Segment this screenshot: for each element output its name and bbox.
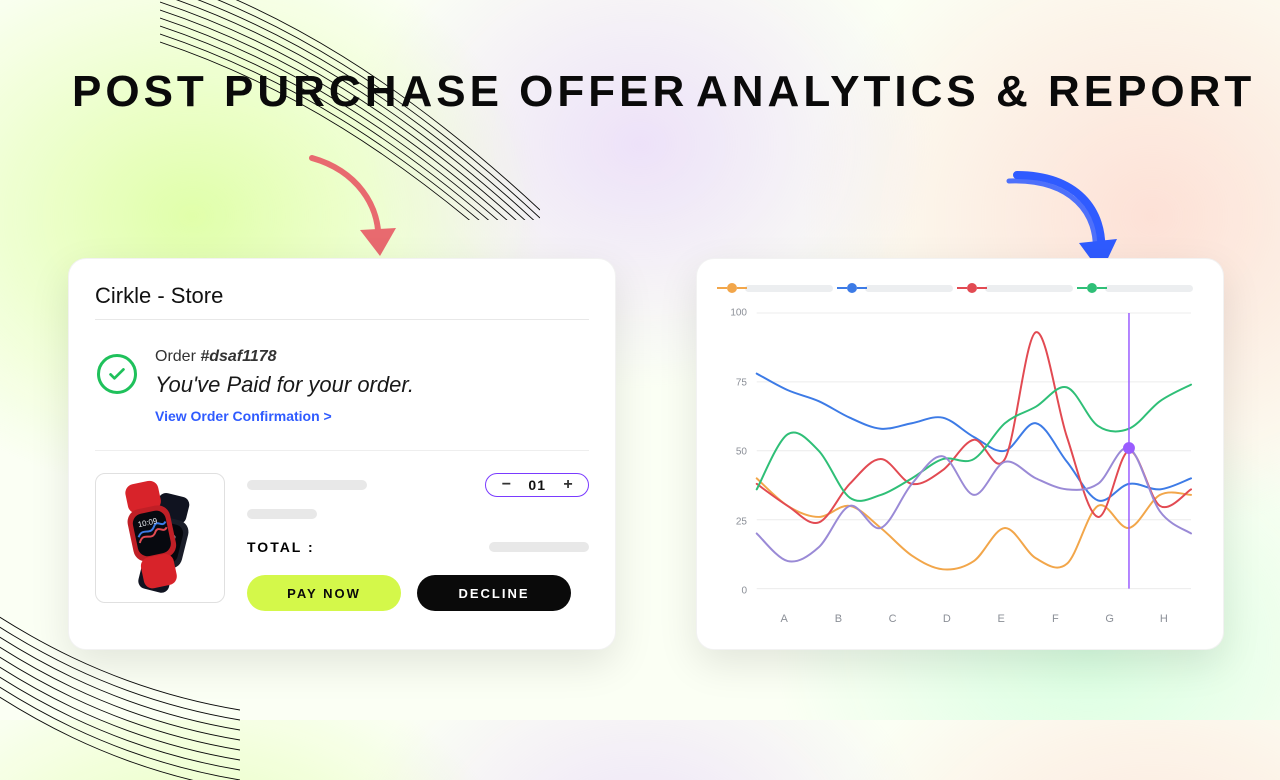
- analytics-chart: 0255075100 ABCDEFGH: [723, 307, 1197, 597]
- chart-legend: [723, 283, 1197, 293]
- heading-post-purchase: POST PURCHASE OFFER: [72, 64, 688, 119]
- legend-bar: [985, 285, 1073, 292]
- legend-item-blue: [847, 283, 953, 293]
- check-icon: [97, 354, 137, 394]
- pay-now-button[interactable]: PAY NOW: [247, 575, 401, 611]
- heading-analytics: ANALYTICS & REPORT: [696, 64, 1255, 119]
- decline-button[interactable]: DECLINE: [417, 575, 571, 611]
- legend-item-red: [967, 283, 1073, 293]
- order-prefix: Order: [155, 348, 200, 365]
- qty-plus-button[interactable]: +: [560, 477, 576, 493]
- paid-message: You've Paid for your order.: [155, 372, 414, 398]
- divider: [95, 319, 589, 320]
- placeholder-line: [489, 542, 589, 552]
- view-confirmation-link[interactable]: View Order Confirmation >: [155, 408, 414, 424]
- store-title: Cirkle - Store: [95, 283, 589, 309]
- analytics-card: 0255075100 ABCDEFGH: [696, 258, 1224, 650]
- product-thumbnail: 10:09 10:09: [95, 473, 225, 603]
- qty-value: 01: [528, 477, 546, 493]
- x-axis-tick: H: [1137, 613, 1191, 625]
- x-axis-tick: C: [866, 613, 920, 625]
- legend-bar: [865, 285, 953, 292]
- legend-item-green: [1087, 283, 1193, 293]
- placeholder-line: [247, 509, 317, 519]
- x-axis-tick: B: [811, 613, 865, 625]
- legend-dot-icon: [847, 283, 857, 293]
- legend-dot-icon: [967, 283, 977, 293]
- arrow-red: [300, 150, 410, 265]
- legend-dot-icon: [1087, 283, 1097, 293]
- x-axis-tick: G: [1083, 613, 1137, 625]
- order-label: Order #dsaf1178: [155, 348, 414, 366]
- quantity-stepper[interactable]: − 01 +: [485, 473, 589, 497]
- order-id: #dsaf1178: [200, 348, 276, 365]
- x-axis-tick: E: [974, 613, 1028, 625]
- legend-bar: [745, 285, 833, 292]
- x-axis-tick: D: [920, 613, 974, 625]
- x-axis-tick: A: [757, 613, 811, 625]
- qty-minus-button[interactable]: −: [498, 477, 514, 493]
- placeholder-line: [247, 480, 367, 490]
- legend-item-orange: [727, 283, 833, 293]
- x-axis-tick: F: [1028, 613, 1082, 625]
- post-purchase-card: Cirkle - Store Order #dsaf1178 You've Pa…: [68, 258, 616, 650]
- legend-dot-icon: [727, 283, 737, 293]
- legend-bar: [1105, 285, 1193, 292]
- total-label: TOTAL :: [247, 539, 315, 555]
- divider: [95, 450, 589, 451]
